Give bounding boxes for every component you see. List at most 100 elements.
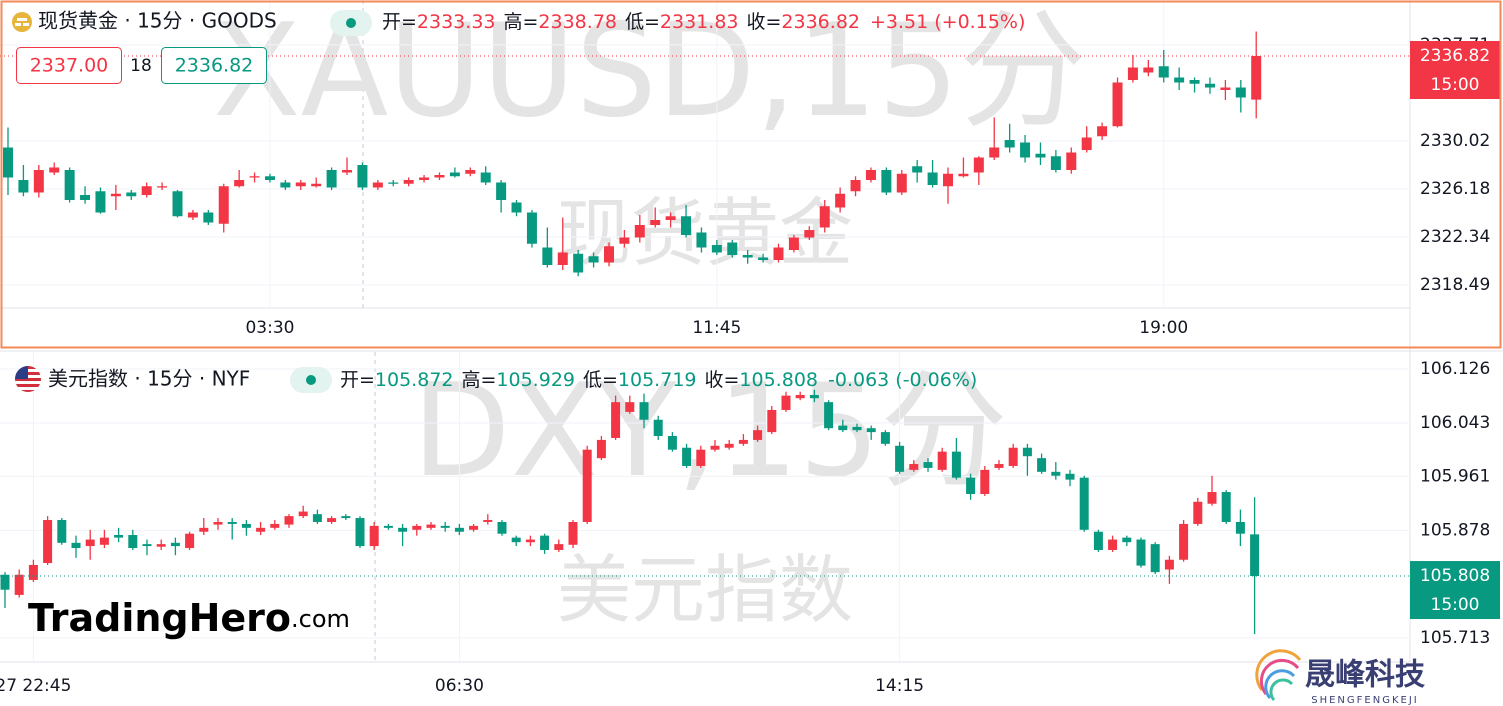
candle-body: [80, 195, 91, 200]
candle-body: [71, 542, 81, 549]
candle-body: [542, 247, 553, 265]
candle-body: [234, 180, 245, 187]
candle-body: [724, 443, 734, 448]
candle-body: [795, 394, 805, 399]
candle-body: [497, 521, 507, 534]
candle-body: [170, 542, 180, 547]
candle-body: [696, 449, 706, 466]
site-name: TradingHero: [28, 596, 291, 640]
candle-body: [280, 182, 291, 188]
candle-body: [110, 193, 121, 197]
us-flag: [15, 366, 41, 392]
buy-price[interactable]: 2336.82: [175, 55, 254, 77]
last-price-label: 2336.82: [1420, 46, 1490, 66]
candle-body: [1037, 458, 1047, 472]
candle-body: [824, 402, 834, 429]
candle-body: [912, 166, 923, 173]
candle-body: [1235, 87, 1246, 98]
candle-body: [264, 176, 275, 180]
candle-body: [1207, 492, 1217, 504]
candle-body: [1112, 82, 1123, 127]
y-tick-label: 2330.02: [1420, 131, 1490, 151]
candle-body: [383, 525, 393, 528]
candle-body: [128, 535, 138, 549]
candle-body: [966, 477, 976, 494]
candle-body: [1235, 521, 1245, 534]
candle-body: [187, 212, 198, 218]
candle-body: [218, 186, 229, 224]
candle-body: [1127, 67, 1138, 80]
candle-body: [819, 206, 830, 228]
candle-body: [989, 147, 1000, 158]
candle-body: [804, 230, 815, 238]
status-dot: [346, 18, 356, 28]
candle-body: [881, 170, 892, 193]
ohlc-label: 高=: [462, 369, 497, 391]
gold-icon-bar: [17, 18, 27, 21]
candle-body: [483, 520, 493, 522]
candle-body: [1066, 152, 1077, 170]
candle-body: [14, 574, 24, 595]
candle-body: [284, 516, 294, 525]
candle-body: [126, 192, 137, 197]
candle-body: [923, 462, 933, 468]
candle-body: [496, 182, 507, 200]
candle-body: [1093, 531, 1103, 550]
candle-body: [943, 173, 954, 187]
candle-body: [619, 237, 630, 244]
candle-body: [511, 202, 522, 213]
candle-body: [895, 445, 905, 472]
candle-body: [937, 451, 947, 470]
x-tick-label: 06:30: [435, 676, 484, 696]
watermark-sub: 美元指数: [557, 548, 853, 634]
candle-body: [369, 525, 379, 547]
candle-body: [311, 183, 322, 187]
candle-body: [1065, 473, 1075, 480]
sell-price[interactable]: 2337.00: [30, 55, 109, 77]
candle-body: [227, 521, 237, 524]
candle-body: [0, 574, 10, 590]
ohlc-label: 开=: [340, 369, 375, 391]
candle-body: [203, 212, 214, 223]
candle-body: [454, 527, 464, 532]
candle-body: [1179, 523, 1189, 560]
last-price-label: 105.808: [1420, 566, 1490, 586]
candle-body: [1150, 544, 1160, 573]
candle-body: [419, 177, 430, 180]
candle-body: [696, 232, 707, 248]
candle-body: [312, 514, 322, 522]
candle-body: [295, 182, 306, 187]
candle-body: [682, 447, 692, 466]
candle-body: [667, 436, 677, 450]
candle-body: [809, 394, 819, 399]
x-tick-label: 11:45: [692, 318, 741, 338]
candle-body: [526, 212, 537, 244]
candle-body: [951, 451, 961, 478]
candle-body: [465, 170, 476, 174]
candle-body: [603, 246, 614, 263]
candle-body: [412, 525, 422, 530]
candle-body: [1022, 447, 1032, 457]
candle-body: [650, 220, 661, 225]
candle-body: [909, 464, 919, 470]
ohlc-value: 2338.78: [538, 11, 617, 33]
candle-body: [298, 511, 308, 517]
company-name: 晟峰科技: [1305, 658, 1425, 693]
candle-body: [1136, 539, 1146, 566]
candle-body: [355, 518, 365, 547]
status-dot: [306, 375, 316, 385]
ohlc-label: 开=: [382, 11, 417, 33]
x-tick-label: 03:30: [245, 318, 294, 338]
buy-button[interactable]: [161, 47, 267, 84]
candle-body: [896, 173, 907, 193]
sell-button[interactable]: [16, 47, 122, 84]
candle-body: [18, 180, 29, 193]
candle-body: [557, 252, 568, 265]
candle-body: [357, 165, 368, 188]
candle-body: [1079, 477, 1089, 530]
candle-body: [1004, 140, 1015, 148]
candle-body: [767, 409, 777, 433]
gold-icon: [12, 12, 32, 32]
